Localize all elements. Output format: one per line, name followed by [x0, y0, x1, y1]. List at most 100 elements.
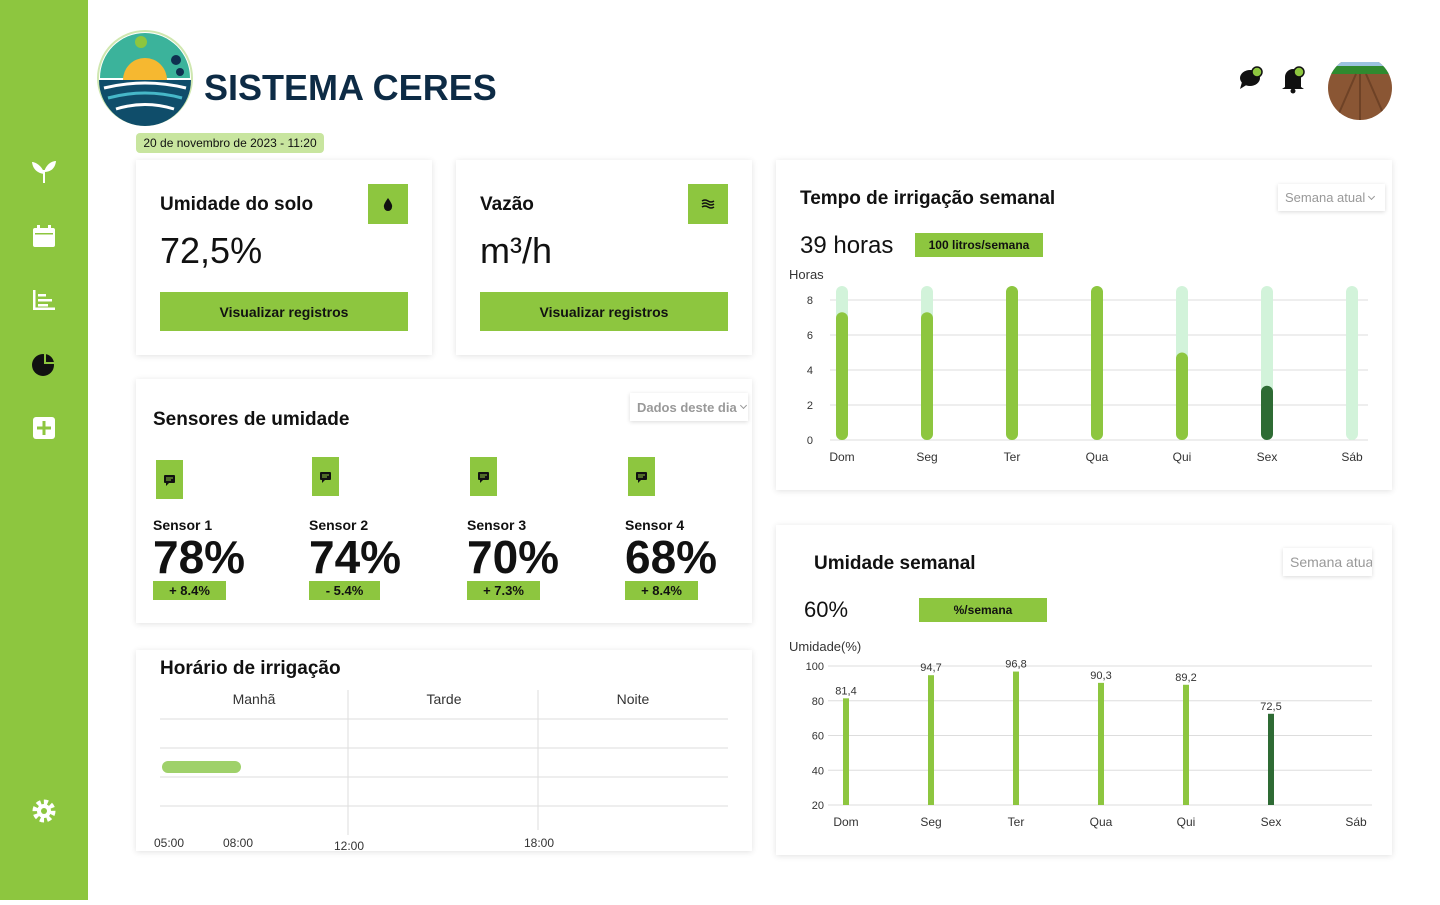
summary: 39 horas [800, 232, 894, 259]
x-tick-label: Sex [1261, 815, 1282, 829]
bar [843, 698, 849, 805]
sensor-icon [312, 457, 339, 496]
summary-badge: %/semana [919, 598, 1047, 622]
nav-plant[interactable] [32, 161, 56, 183]
x-tick-label: Sáb [1345, 815, 1367, 829]
summary-badge: 100 litros/semana [915, 233, 1043, 257]
y-tick-label: 20 [812, 800, 824, 812]
y-tick-label: 6 [807, 330, 813, 342]
sensor-value: 70% [467, 531, 560, 583]
card-title: Horário de irrigação [160, 658, 341, 679]
value-label: 94,7 [920, 662, 941, 674]
value-label: 96,8 [1005, 659, 1026, 671]
period-label: Tarde [426, 691, 461, 707]
sensor-value: 78% [153, 531, 246, 583]
bar [1006, 286, 1018, 440]
y-axis-label: Umidade(%) [789, 639, 861, 654]
bar [836, 312, 848, 440]
app-title: SISTEMA CERES [204, 67, 497, 108]
summary: 60% [804, 597, 849, 622]
bar-track [1346, 286, 1358, 440]
card-title: Sensores de umidade [153, 409, 350, 430]
notifications-icon[interactable] [1282, 66, 1305, 94]
date-badge: 20 de novembro de 2023 - 11:20 [136, 133, 324, 153]
chart: Horas 0 2 4 6 8 Dom Seg Ter Qua Qui Sex Sáb [789, 267, 1368, 464]
nav-calendar[interactable] [33, 225, 55, 247]
schedule-grid: Manhã Tarde Noite 05:00 08:00 12:00 18:0… [154, 690, 728, 851]
time-label: 12:00 [334, 839, 364, 851]
nav-add[interactable] [33, 417, 55, 439]
sidebar [0, 0, 88, 900]
filter-text: Dados deste dia [637, 399, 737, 415]
time-label: 08:00 [223, 836, 253, 850]
y-tick-label: 0 [807, 435, 813, 447]
irrigation-slot [162, 761, 241, 773]
bar [1176, 352, 1188, 440]
period-label: Noite [617, 691, 650, 707]
time-label: 18:00 [524, 836, 554, 850]
sensor-value: 74% [309, 531, 402, 583]
week-filter[interactable]: Semana atual [1278, 184, 1385, 211]
bar [921, 312, 933, 440]
x-tick-label: Qua [1086, 450, 1109, 464]
bar [1268, 713, 1274, 805]
soil-moisture-card: Umidade do solo 72,5% Visualizar registr… [136, 160, 432, 355]
card-value: 72,5% [160, 230, 263, 271]
sidebar-icons [32, 161, 57, 823]
value-label: 89,2 [1175, 672, 1196, 684]
value-label: 72,5 [1260, 701, 1281, 713]
nav-chart[interactable] [33, 290, 55, 310]
messages-icon[interactable] [1240, 66, 1263, 89]
y-tick-label: 2 [807, 400, 813, 412]
sensor-name: Sensor 2 [309, 517, 369, 533]
sensor-change: + 8.4% [153, 581, 226, 600]
value-label: 81,4 [835, 685, 856, 697]
x-tick-label: Sex [1257, 450, 1278, 464]
sensor-change: - 5.4% [309, 581, 380, 600]
view-records-button[interactable]: Visualizar registros [480, 292, 728, 331]
y-tick-label: 4 [807, 365, 813, 377]
logo [97, 30, 193, 126]
y-tick-label: 100 [806, 661, 824, 673]
bar [1091, 286, 1103, 440]
nav-pie[interactable] [32, 351, 57, 376]
y-tick-label: 60 [812, 731, 824, 743]
bar [1261, 385, 1273, 440]
card-value: m³/h [480, 230, 552, 271]
x-tick-label: Seg [920, 815, 941, 829]
bar [928, 675, 934, 805]
card-title: Umidade semanal [814, 553, 976, 574]
x-tick-label: Qui [1177, 815, 1196, 829]
filter-text: Semana atual [1290, 554, 1372, 570]
bar [1098, 682, 1104, 805]
bar [1013, 671, 1019, 805]
y-tick-label: 8 [807, 295, 813, 307]
day-filter[interactable]: Dados deste dia [630, 393, 748, 421]
sensor-change: + 7.3% [467, 581, 540, 600]
flow-card: Vazão m³/h Visualizar registros [456, 160, 752, 355]
x-tick-label: Qui [1173, 450, 1192, 464]
value-label: 90,3 [1090, 670, 1111, 682]
sensor-name: Sensor 1 [153, 517, 213, 533]
sensor-icon [628, 457, 655, 496]
sensors-card: Sensores de umidade Dados deste dia Sens… [136, 379, 752, 623]
view-records-button[interactable]: Visualizar registros [160, 292, 408, 331]
drop-icon [368, 184, 408, 224]
schedule-card: Horário de irrigação Manhã Tarde Noite 0… [136, 650, 752, 851]
card-title: Tempo de irrigação semanal [800, 188, 1056, 209]
y-tick-label: 80 [812, 696, 824, 708]
week-filter[interactable]: Semana atual [1283, 548, 1372, 576]
x-tick-label: Seg [916, 450, 937, 464]
x-tick-label: Ter [1008, 815, 1025, 829]
x-tick-label: Dom [829, 450, 854, 464]
card-title: Vazão [480, 194, 534, 215]
avatar[interactable] [1326, 62, 1396, 124]
period-label: Manhã [233, 691, 276, 707]
y-tick-label: 40 [812, 765, 824, 777]
bar [1183, 684, 1189, 805]
time-label: 05:00 [154, 836, 184, 850]
nav-settings[interactable] [32, 799, 56, 823]
sensor-icon [156, 460, 183, 499]
x-tick-label: Sáb [1341, 450, 1363, 464]
